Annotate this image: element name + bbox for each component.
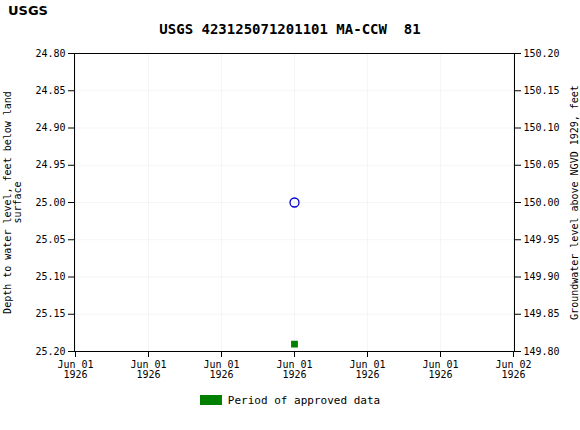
html-text:USGS 423125071201101 MA-CCW 81: USGS 423125071201101 MA-CCW 81	[159, 21, 421, 37]
svg-text:24.90: 24.90	[35, 122, 65, 133]
svg-text:Jun 011926: Jun 011926	[349, 359, 385, 380]
svg-text:24.95: 24.95	[35, 159, 65, 170]
svg-text:Groundwater level above NGVD 1: Groundwater level above NGVD 1929, feet	[569, 85, 580, 320]
svg-text:24.85: 24.85	[35, 85, 65, 96]
svg-text:149.90: 149.90	[524, 271, 560, 282]
html-text:USGS: USGS	[8, 3, 48, 18]
svg-text:Depth to water level, feet bel: Depth to water level, feet below landsur…	[2, 91, 23, 314]
svg-text:149.80: 149.80	[524, 346, 560, 357]
svg-text:24.80: 24.80	[35, 48, 65, 59]
svg-text:25.05: 25.05	[35, 234, 65, 245]
svg-text:150.10: 150.10	[524, 122, 560, 133]
svg-text:Jun 011926: Jun 011926	[57, 359, 93, 380]
svg-text:150.20: 150.20	[524, 48, 560, 59]
svg-text:150.15: 150.15	[524, 85, 560, 96]
svg-text:25.10: 25.10	[35, 271, 65, 282]
svg-text:150.00: 150.00	[524, 197, 560, 208]
svg-text:Jun 021926: Jun 021926	[495, 359, 531, 380]
svg-text:Jun 011926: Jun 011926	[203, 359, 239, 380]
svg-text:150.05: 150.05	[524, 159, 560, 170]
svg-text:Jun 011926: Jun 011926	[422, 359, 458, 380]
svg-text:149.95: 149.95	[524, 234, 560, 245]
svg-text:Jun 011926: Jun 011926	[130, 359, 166, 380]
svg-text:149.85: 149.85	[524, 308, 560, 319]
html-text:Period of approved data: Period of approved data	[227, 393, 381, 407]
svg-text:25.15: 25.15	[35, 308, 65, 319]
svg-text:25.20: 25.20	[35, 346, 65, 357]
svg-text:25.00: 25.00	[35, 197, 65, 208]
svg-text:Jun 011926: Jun 011926	[276, 359, 312, 380]
